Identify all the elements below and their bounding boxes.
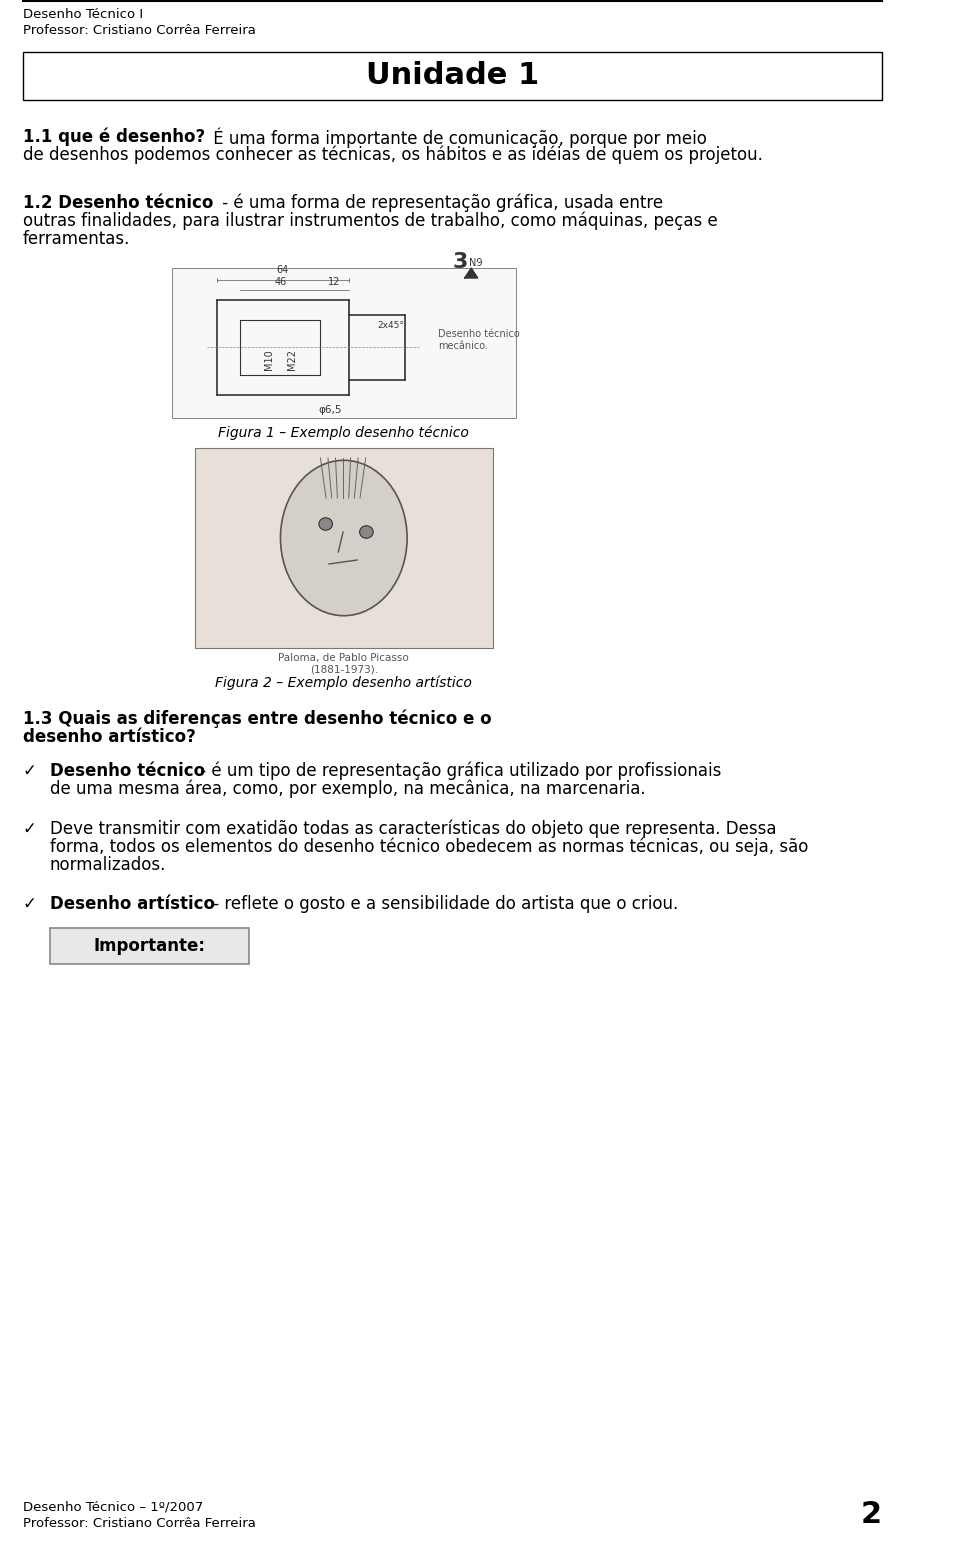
Text: 1.3 Quais as diferenças entre desenho técnico e o: 1.3 Quais as diferenças entre desenho té… <box>23 710 492 729</box>
Text: - é um tipo de representação gráfica utilizado por profissionais: - é um tipo de representação gráfica uti… <box>195 761 721 780</box>
Ellipse shape <box>319 517 332 530</box>
Text: ✓: ✓ <box>23 821 36 838</box>
Ellipse shape <box>360 525 373 538</box>
Text: 12: 12 <box>328 277 341 287</box>
Text: 2: 2 <box>861 1500 882 1529</box>
Text: 1.1 que é desenho?: 1.1 que é desenho? <box>23 127 204 146</box>
Text: N9: N9 <box>469 258 483 267</box>
Text: 1.2 Desenho técnico: 1.2 Desenho técnico <box>23 194 213 211</box>
Text: Desenho técnico
mecânico.: Desenho técnico mecânico. <box>438 329 520 351</box>
Text: M22: M22 <box>287 350 298 370</box>
Text: Figura 1 – Exemplo desenho técnico: Figura 1 – Exemplo desenho técnico <box>218 426 469 440</box>
Text: 64: 64 <box>276 266 289 275</box>
Text: Figura 2 – Exemplo desenho artístico: Figura 2 – Exemplo desenho artístico <box>215 676 472 690</box>
Text: - é uma forma de representação gráfica, usada entre: - é uma forma de representação gráfica, … <box>217 194 663 213</box>
Text: Deve transmitir com exatidão todas as características do objeto que representa. : Deve transmitir com exatidão todas as ca… <box>50 821 777 839</box>
FancyBboxPatch shape <box>172 267 516 418</box>
Text: ferramentas.: ferramentas. <box>23 230 130 249</box>
Text: forma, todos os elementos do desenho técnico obedecem as normas técnicas, ou sej: forma, todos os elementos do desenho téc… <box>50 838 808 856</box>
Text: normalizados.: normalizados. <box>50 856 166 873</box>
Text: de desenhos podemos conhecer as técnicas, os hábitos e as idéias de quem os proj: de desenhos podemos conhecer as técnicas… <box>23 146 762 165</box>
Text: Desenho Técnico I: Desenho Técnico I <box>23 8 143 22</box>
Text: 46: 46 <box>275 277 287 287</box>
FancyBboxPatch shape <box>23 51 882 99</box>
Text: M10: M10 <box>264 350 274 370</box>
Text: φ6,5: φ6,5 <box>318 406 342 415</box>
Text: Professor: Cristiano Corrêa Ferreira: Professor: Cristiano Corrêa Ferreira <box>23 1517 255 1531</box>
Polygon shape <box>465 267 478 278</box>
Text: ✓: ✓ <box>23 895 36 914</box>
Text: Paloma, de Pablo Picasso
(1881-1973).: Paloma, de Pablo Picasso (1881-1973). <box>278 653 409 674</box>
Text: 2x45°: 2x45° <box>377 320 404 329</box>
Text: de uma mesma área, como, por exemplo, na mecânica, na marcenaria.: de uma mesma área, como, por exemplo, na… <box>50 780 645 799</box>
Text: Unidade 1: Unidade 1 <box>366 62 539 90</box>
Text: Desenho técnico: Desenho técnico <box>50 761 204 780</box>
Ellipse shape <box>280 460 407 615</box>
Text: - reflete o gosto e a sensibilidade do artista que o criou.: - reflete o gosto e a sensibilidade do a… <box>208 895 679 914</box>
FancyBboxPatch shape <box>195 448 493 648</box>
Text: 3: 3 <box>452 252 468 272</box>
Text: Professor: Cristiano Corrêa Ferreira: Professor: Cristiano Corrêa Ferreira <box>23 23 255 37</box>
Text: outras finalidades, para ilustrar instrumentos de trabalho, como máquinas, peças: outras finalidades, para ilustrar instru… <box>23 211 717 230</box>
FancyBboxPatch shape <box>50 928 249 963</box>
Text: Desenho artístico: Desenho artístico <box>50 895 215 914</box>
Text: ✓: ✓ <box>23 761 36 780</box>
Text: É uma forma importante de comunicação, porque por meio: É uma forma importante de comunicação, p… <box>208 127 707 149</box>
Text: desenho artístico?: desenho artístico? <box>23 727 196 746</box>
Text: Importante:: Importante: <box>93 937 205 956</box>
Text: Desenho Técnico – 1º/2007: Desenho Técnico – 1º/2007 <box>23 1500 203 1514</box>
